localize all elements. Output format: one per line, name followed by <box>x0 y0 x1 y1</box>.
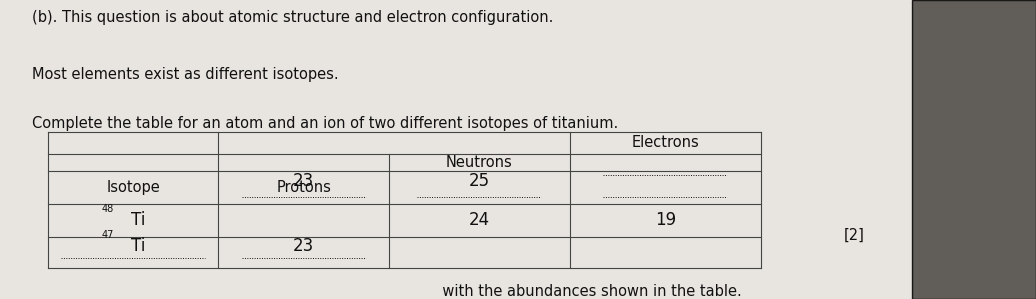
Text: 19: 19 <box>655 211 675 229</box>
Text: Complete the table for an atom and an ion of two different isotopes of titanium.: Complete the table for an atom and an io… <box>32 116 618 131</box>
Text: Ti: Ti <box>132 237 145 254</box>
Text: 25: 25 <box>468 172 490 190</box>
Text: with the abundances shown in the table.: with the abundances shown in the table. <box>435 284 742 299</box>
Text: Electrons: Electrons <box>631 135 699 150</box>
Text: Isotope: Isotope <box>107 180 160 195</box>
Text: 23: 23 <box>293 172 314 190</box>
Text: (b). This question is about atomic structure and electron configuration.: (b). This question is about atomic struc… <box>32 10 554 25</box>
Text: 47: 47 <box>102 230 114 239</box>
Text: Protons: Protons <box>277 180 332 195</box>
Text: Ti: Ti <box>132 211 145 229</box>
Text: Neutrons: Neutrons <box>445 155 513 170</box>
Text: Most elements exist as different isotopes.: Most elements exist as different isotope… <box>32 67 339 82</box>
Text: 48: 48 <box>102 205 113 214</box>
Text: [2]: [2] <box>843 228 864 243</box>
FancyBboxPatch shape <box>912 0 1036 299</box>
Text: 23: 23 <box>293 237 314 254</box>
Text: 24: 24 <box>468 211 490 229</box>
